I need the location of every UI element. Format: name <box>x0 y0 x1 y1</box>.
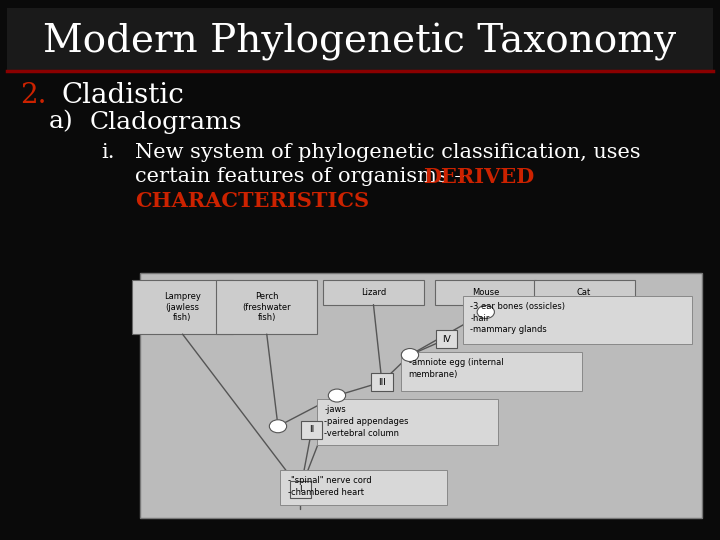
FancyBboxPatch shape <box>401 352 582 391</box>
Text: -jaws
-paired appendages
-vertebral column: -jaws -paired appendages -vertebral colu… <box>325 405 409 437</box>
FancyBboxPatch shape <box>132 280 233 334</box>
FancyBboxPatch shape <box>317 399 498 445</box>
Text: -3 ear bones (ossicles)
-hair
-mammary glands: -3 ear bones (ossicles) -hair -mammary g… <box>470 302 565 334</box>
FancyBboxPatch shape <box>534 280 634 305</box>
Text: Cat: Cat <box>577 288 591 297</box>
Text: a): a) <box>49 111 73 134</box>
FancyBboxPatch shape <box>435 280 536 305</box>
FancyBboxPatch shape <box>140 273 702 518</box>
FancyBboxPatch shape <box>216 280 318 334</box>
FancyBboxPatch shape <box>7 8 713 70</box>
FancyBboxPatch shape <box>323 280 424 305</box>
Text: Perch
(freshwater
fish): Perch (freshwater fish) <box>243 292 291 322</box>
Circle shape <box>269 420 287 433</box>
FancyBboxPatch shape <box>372 373 392 391</box>
Text: IV: IV <box>442 335 451 343</box>
FancyBboxPatch shape <box>436 330 457 348</box>
FancyBboxPatch shape <box>462 296 692 344</box>
Text: certain features of organisms –: certain features of organisms – <box>135 167 472 186</box>
Circle shape <box>328 389 346 402</box>
Text: i.: i. <box>101 143 114 162</box>
Text: DERIVED: DERIVED <box>423 167 534 187</box>
Text: CHARACTERISTICS: CHARACTERISTICS <box>135 191 369 211</box>
Text: II: II <box>309 426 315 435</box>
Text: Mouse: Mouse <box>472 288 500 297</box>
Text: Modern Phylogenetic Taxonomy: Modern Phylogenetic Taxonomy <box>43 23 677 60</box>
Text: New system of phylogenetic classification, uses: New system of phylogenetic classificatio… <box>135 143 641 162</box>
Text: Lizard: Lizard <box>361 288 386 297</box>
FancyBboxPatch shape <box>301 421 323 439</box>
Circle shape <box>401 348 418 361</box>
Text: III: III <box>378 377 386 387</box>
Text: I: I <box>299 485 302 494</box>
FancyBboxPatch shape <box>280 470 447 505</box>
Text: Cladograms: Cladograms <box>90 111 243 134</box>
Text: Lamprey
(jawless
fish): Lamprey (jawless fish) <box>164 292 201 322</box>
FancyBboxPatch shape <box>289 481 311 498</box>
Text: 2.: 2. <box>20 82 47 109</box>
Text: Cladistic: Cladistic <box>61 82 184 109</box>
Circle shape <box>477 306 495 319</box>
Text: -"spinal" nerve cord
-chambered heart: -"spinal" nerve cord -chambered heart <box>288 476 372 497</box>
Text: -amniote egg (internal
membrane): -amniote egg (internal membrane) <box>409 358 503 379</box>
